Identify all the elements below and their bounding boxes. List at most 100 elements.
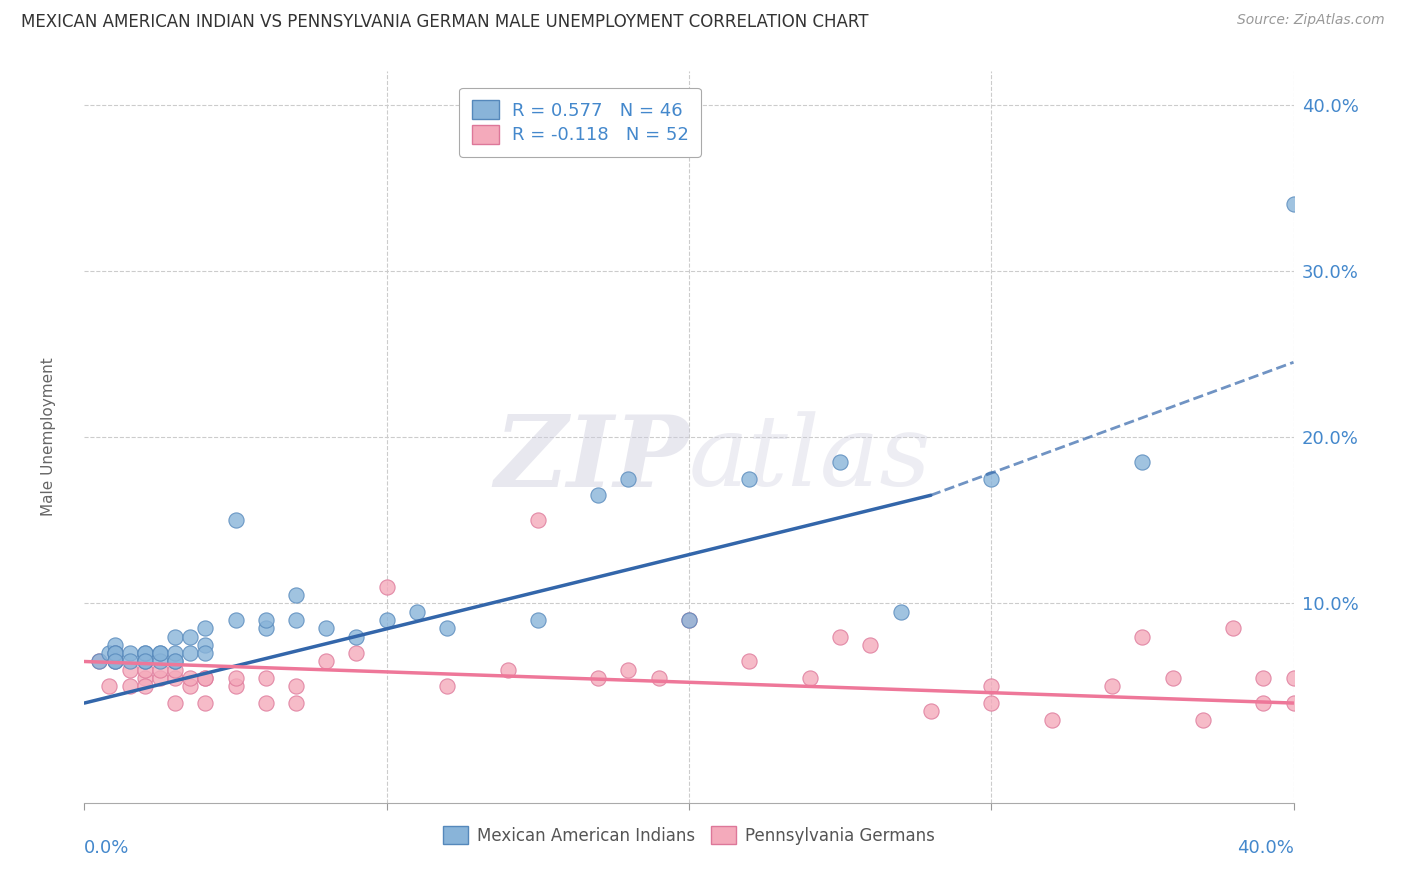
Point: [617, 663, 640, 677]
Point: [496, 663, 519, 677]
Point: [225, 671, 247, 685]
Point: [89, 655, 111, 669]
Point: [165, 630, 187, 644]
Point: [588, 671, 610, 685]
Point: [179, 680, 201, 694]
Point: [165, 671, 187, 685]
Point: [104, 646, 127, 660]
Point: [315, 621, 337, 635]
Point: [225, 680, 247, 694]
Text: Source: ZipAtlas.com: Source: ZipAtlas.com: [1237, 13, 1385, 28]
Point: [859, 638, 882, 652]
Point: [1253, 671, 1275, 685]
Point: [149, 646, 172, 660]
Point: [738, 472, 761, 486]
Point: [194, 621, 217, 635]
Point: [436, 621, 458, 635]
Point: [254, 671, 277, 685]
Point: [118, 663, 141, 677]
Point: [617, 472, 640, 486]
Point: [738, 655, 761, 669]
Text: 0.0%: 0.0%: [84, 839, 129, 857]
Point: [179, 630, 201, 644]
Point: [104, 655, 127, 669]
Point: [104, 655, 127, 669]
Point: [1282, 696, 1305, 710]
Text: ZIP: ZIP: [494, 411, 689, 508]
Point: [890, 605, 912, 619]
Point: [678, 613, 700, 627]
Point: [97, 680, 120, 694]
Point: [1282, 671, 1305, 685]
Point: [315, 655, 337, 669]
Point: [118, 655, 141, 669]
Point: [1253, 696, 1275, 710]
Point: [104, 646, 127, 660]
Point: [648, 671, 671, 685]
Point: [149, 663, 172, 677]
Text: Male Unemployment: Male Unemployment: [41, 358, 56, 516]
Point: [194, 671, 217, 685]
Point: [89, 655, 111, 669]
Point: [179, 671, 201, 685]
Point: [134, 663, 156, 677]
Point: [118, 680, 141, 694]
Point: [980, 696, 1002, 710]
Point: [285, 680, 308, 694]
Point: [346, 646, 368, 660]
Point: [225, 613, 247, 627]
Point: [104, 646, 127, 660]
Point: [346, 630, 368, 644]
Point: [254, 613, 277, 627]
Point: [134, 646, 156, 660]
Point: [375, 613, 398, 627]
Point: [285, 696, 308, 710]
Point: [194, 671, 217, 685]
Point: [375, 580, 398, 594]
Point: [104, 655, 127, 669]
Point: [165, 663, 187, 677]
Point: [97, 646, 120, 660]
Text: MEXICAN AMERICAN INDIAN VS PENNSYLVANIA GERMAN MALE UNEMPLOYMENT CORRELATION CHA: MEXICAN AMERICAN INDIAN VS PENNSYLVANIA …: [21, 13, 869, 31]
Point: [1101, 680, 1123, 694]
Point: [1130, 455, 1153, 469]
Point: [1282, 197, 1305, 211]
Point: [678, 613, 700, 627]
Point: [194, 696, 217, 710]
Point: [254, 696, 277, 710]
Point: [179, 646, 201, 660]
Point: [134, 680, 156, 694]
Text: atlas: atlas: [689, 411, 932, 507]
Point: [527, 513, 550, 527]
Point: [406, 605, 429, 619]
Point: [134, 646, 156, 660]
Point: [830, 455, 852, 469]
Point: [225, 513, 247, 527]
Point: [134, 655, 156, 669]
Point: [527, 613, 550, 627]
Point: [1161, 671, 1184, 685]
Point: [285, 588, 308, 602]
Point: [165, 655, 187, 669]
Point: [436, 680, 458, 694]
Point: [830, 630, 852, 644]
Point: [165, 655, 187, 669]
Point: [134, 655, 156, 669]
Point: [799, 671, 821, 685]
Point: [588, 488, 610, 502]
Point: [165, 696, 187, 710]
Point: [1130, 630, 1153, 644]
Point: [1222, 621, 1244, 635]
Point: [194, 638, 217, 652]
Point: [104, 638, 127, 652]
Point: [165, 646, 187, 660]
Point: [980, 680, 1002, 694]
Point: [149, 646, 172, 660]
Point: [980, 472, 1002, 486]
Point: [920, 705, 942, 719]
Point: [118, 646, 141, 660]
Point: [285, 613, 308, 627]
Point: [194, 646, 217, 660]
Point: [149, 671, 172, 685]
Point: [1192, 713, 1215, 727]
